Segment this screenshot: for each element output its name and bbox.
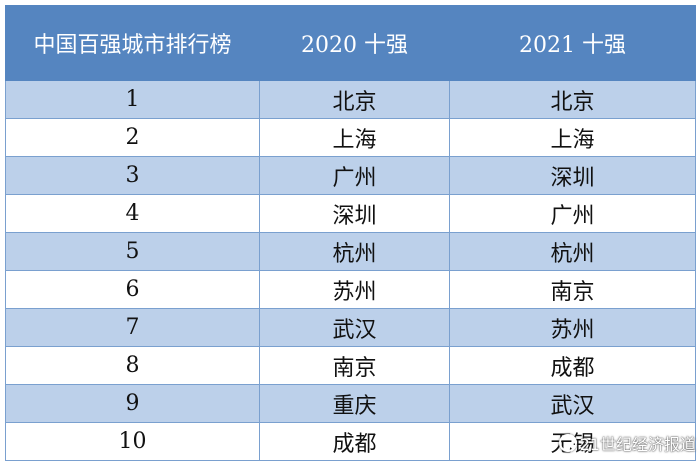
rank-cell: 9 (5, 384, 260, 423)
rank-cell: 7 (5, 308, 260, 347)
header-2020-top10: 2020 十强 (259, 5, 450, 81)
city-2021-cell: 上海 (449, 118, 696, 157)
rank-cell: 1 (5, 80, 260, 119)
table-row: 3 广州 深圳 (5, 156, 696, 195)
table-header-row: 中国百强城市排行榜 2020 十强 2021 十强 (5, 5, 696, 81)
city-2020-cell: 北京 (259, 80, 450, 119)
city-2020-cell: 武汉 (259, 308, 450, 347)
ranking-table-container: 中国百强城市排行榜 2020 十强 2021 十强 1 北京 北京 2 上海 上… (5, 5, 696, 461)
watermark-text: 21世纪经济报道 (579, 435, 696, 454)
city-2021-cell: 武汉 (449, 384, 696, 423)
header-ranking-title: 中国百强城市排行榜 (5, 5, 260, 81)
table-row: 1 北京 北京 (5, 80, 696, 119)
table-row: 8 南京 成都 (5, 346, 696, 385)
rank-cell: 3 (5, 156, 260, 195)
city-2020-cell: 深圳 (259, 194, 450, 233)
city-2021-cell: 南京 (449, 270, 696, 309)
header-2021-top10: 2021 十强 (449, 5, 696, 81)
rank-cell: 4 (5, 194, 260, 233)
table-row: 4 深圳 广州 (5, 194, 696, 233)
city-2021-cell: 苏州 (449, 308, 696, 347)
city-2020-cell: 苏州 (259, 270, 450, 309)
city-2021-cell: 北京 (449, 80, 696, 119)
rank-cell: 8 (5, 346, 260, 385)
city-ranking-table: 中国百强城市排行榜 2020 十强 2021 十强 1 北京 北京 2 上海 上… (5, 5, 696, 461)
table-row: 2 上海 上海 (5, 118, 696, 157)
city-2020-cell: 重庆 (259, 384, 450, 423)
city-2021-cell: 杭州 (449, 232, 696, 271)
source-watermark: 21世纪经济报道 (558, 431, 696, 455)
city-2020-cell: 上海 (259, 118, 450, 157)
city-2021-cell: 广州 (449, 194, 696, 233)
city-2021-cell: 深圳 (449, 156, 696, 195)
table-row: 5 杭州 杭州 (5, 232, 696, 271)
city-2020-cell: 杭州 (259, 232, 450, 271)
table-row: 10 成都 无锡 (5, 422, 696, 461)
city-2020-cell: 成都 (259, 422, 450, 461)
table-row: 7 武汉 苏州 (5, 308, 696, 347)
rank-cell: 2 (5, 118, 260, 157)
rank-cell: 6 (5, 270, 260, 309)
table-row: 6 苏州 南京 (5, 270, 696, 309)
rank-cell: 10 (5, 422, 260, 461)
rank-cell: 5 (5, 232, 260, 271)
table-row: 9 重庆 武汉 (5, 384, 696, 423)
city-2021-cell: 成都 (449, 346, 696, 385)
city-2020-cell: 南京 (259, 346, 450, 385)
logo-circle-icon (558, 434, 577, 452)
city-2020-cell: 广州 (259, 156, 450, 195)
